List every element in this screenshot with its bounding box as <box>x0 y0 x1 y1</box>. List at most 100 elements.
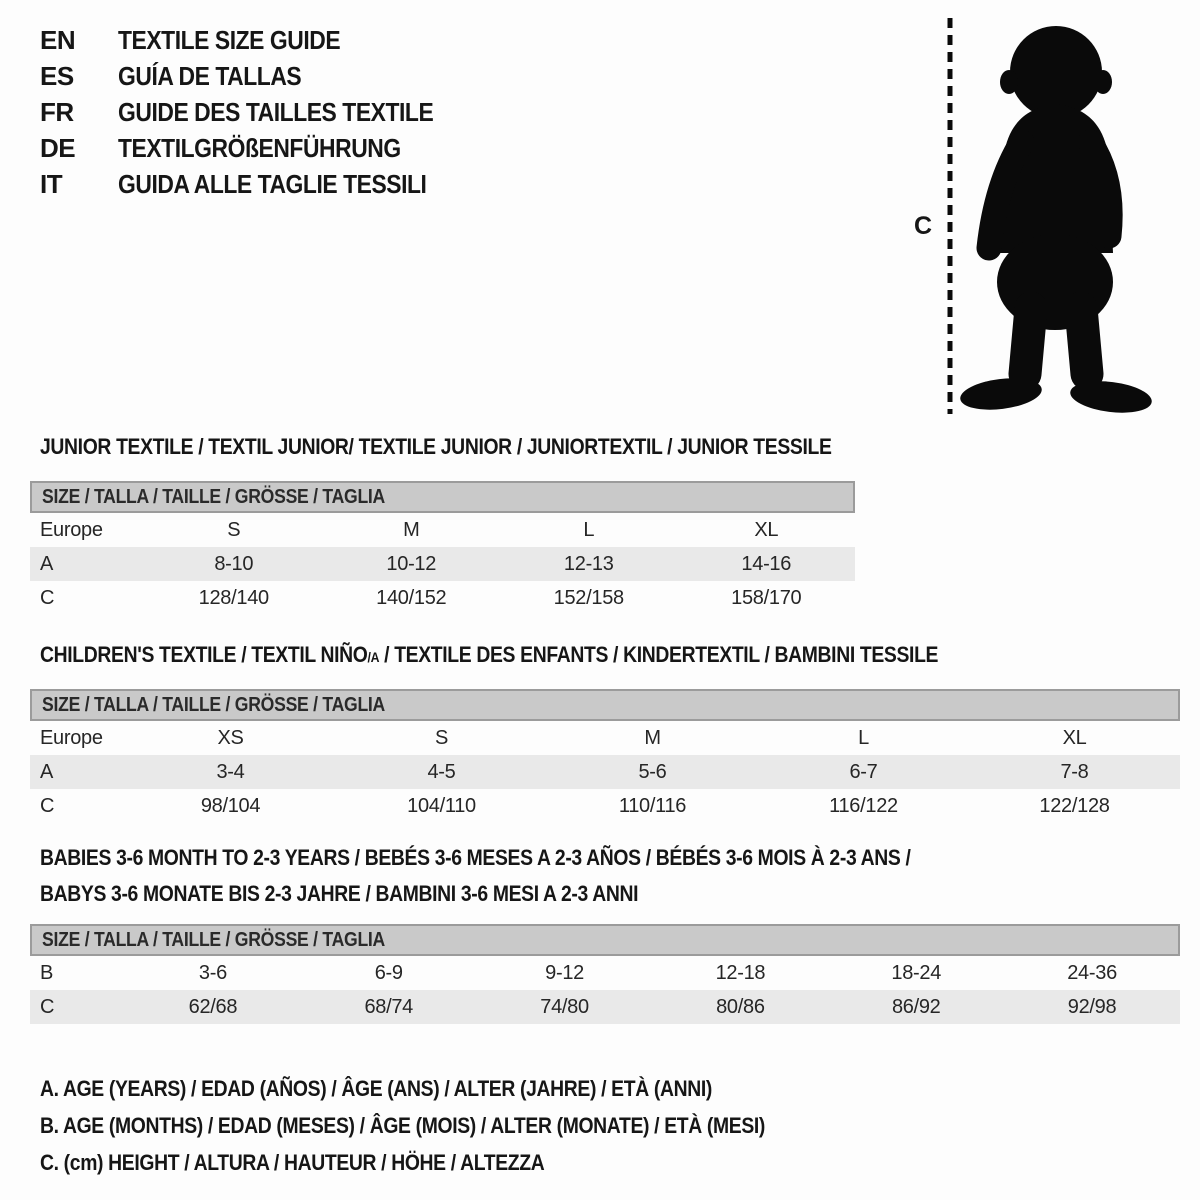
value-cell: 116/122 <box>829 794 898 817</box>
value-cell: 5-6 <box>638 760 667 783</box>
language-label: GUIDE DES TAILLES TEXTILE <box>118 96 434 127</box>
legend-line-a: A. AGE (YEARS) / EDAD (AÑOS) / ÂGE (ANS)… <box>40 1070 864 1107</box>
value-cell: S <box>227 518 241 541</box>
language-code: FR <box>40 96 74 127</box>
children-title-post: / TEXTILE DES ENFANTS / KINDERTEXTIL / B… <box>379 642 939 667</box>
value-cell: 9-12 <box>545 961 584 984</box>
table-row-months: B 3-6 6-9 9-12 12-18 18-24 24-36 <box>30 956 1180 990</box>
value-cell: 98/104 <box>200 794 261 817</box>
value-cell: M <box>644 726 661 749</box>
row-label-cell: C <box>40 586 55 609</box>
value-cell: 3-6 <box>198 961 227 984</box>
value-cell: L <box>583 518 595 541</box>
language-row-es: ES GUÍA DE TALLAS <box>40 58 476 94</box>
language-row-fr: FR GUIDE DES TAILLES TEXTILE <box>40 94 476 130</box>
value-cell: S <box>434 726 449 749</box>
value-cell: 12-18 <box>715 961 766 984</box>
value-cell: 80/86 <box>716 995 765 1018</box>
value-cell: 4-5 <box>427 760 456 783</box>
row-label-cell: C <box>40 794 55 817</box>
value-cell: 6-9 <box>374 961 403 984</box>
table-row-europe: Europe XS S M L XL <box>30 721 1180 755</box>
children-title-sub: /A <box>367 649 380 665</box>
children-title-pre: CHILDREN'S TEXTILE / TEXTIL NIÑO <box>40 642 368 667</box>
value-cell: L <box>858 726 869 749</box>
value-cell: 86/92 <box>891 995 941 1018</box>
size-table-children: SIZE / TALLA / TAILLE / GRÖSSE / TAGLIA … <box>30 689 1180 823</box>
value-cell: 122/128 <box>1039 794 1110 817</box>
size-header-bar: SIZE / TALLA / TAILLE / GRÖSSE / TAGLIA <box>30 924 1180 956</box>
value-cell: 10-12 <box>386 552 437 575</box>
value-cell: M <box>403 518 420 541</box>
value-cell: 104/110 <box>407 794 476 817</box>
value-cell: XL <box>1062 726 1087 749</box>
language-title-list: EN TEXTILE SIZE GUIDE ES GUÍA DE TALLAS … <box>40 22 476 202</box>
language-row-it: IT GUIDA ALLE TAGLIE TESSILI <box>40 166 476 202</box>
value-cell: 140/152 <box>376 586 447 609</box>
language-row-en: EN TEXTILE SIZE GUIDE <box>40 22 476 58</box>
row-label-cell: Europe <box>40 726 103 749</box>
language-label: TEXTILGRÖßENFÜHRUNG <box>118 132 401 163</box>
row-label-cell: A <box>40 760 54 783</box>
section-title-children-text: CHILDREN'S TEXTILE / TEXTIL NIÑO/A / TEX… <box>40 642 938 670</box>
value-cell: 68/74 <box>364 995 414 1018</box>
language-code: ES <box>40 60 74 91</box>
section-title-junior: JUNIOR TEXTILE / TEXTIL JUNIOR/ TEXTILE … <box>40 434 939 460</box>
value-cell: 7-8 <box>1060 760 1089 783</box>
value-cell: 18-24 <box>891 961 942 984</box>
value-cell: 128/140 <box>198 586 270 609</box>
language-label: GUIDA ALLE TAGLIE TESSILI <box>118 168 427 199</box>
language-row-de: DE TEXTILGRÖßENFÜHRUNG <box>40 130 476 166</box>
legend-a-text: A. AGE (YEARS) / EDAD (AÑOS) / ÂGE (ANS)… <box>40 1075 712 1101</box>
row-label-cell: B <box>40 961 54 984</box>
table-row-height: C 128/140 140/152 152/158 158/170 <box>30 581 855 615</box>
section-title-children: CHILDREN'S TEXTILE / TEXTIL NIÑO/A / TEX… <box>40 642 1061 670</box>
value-cell: 3-4 <box>216 760 245 783</box>
table-row-age: A 8-10 10-12 12-13 14-16 <box>30 547 855 581</box>
size-header-bar: SIZE / TALLA / TAILLE / GRÖSSE / TAGLIA <box>30 689 1180 721</box>
value-cell: 158/170 <box>731 586 802 609</box>
row-label-cell: C <box>40 995 55 1018</box>
height-measure-label: C <box>914 212 933 240</box>
size-table-junior: SIZE / TALLA / TAILLE / GRÖSSE / TAGLIA … <box>30 481 855 615</box>
legend-line-c: C. (cm) HEIGHT / ALTURA / HAUTEUR / HÖHE… <box>40 1144 864 1181</box>
value-cell: 92/98 <box>1067 995 1117 1018</box>
value-cell: 62/68 <box>188 995 238 1018</box>
babies-table: B 3-6 6-9 9-12 12-18 18-24 24-36 C 62/68… <box>30 956 1180 1024</box>
value-cell: 12-13 <box>563 552 614 575</box>
value-cell: 8-10 <box>214 552 254 575</box>
table-row-age: A 3-4 4-5 5-6 6-7 7-8 <box>30 755 1180 789</box>
size-header-label: SIZE / TALLA / TAILLE / GRÖSSE / TAGLIA <box>42 486 386 508</box>
children-table: Europe XS S M L XL A 3-4 4-5 5-6 6-7 7-8… <box>30 721 1180 823</box>
height-figure: C <box>900 8 1196 424</box>
legend-c-text: C. (cm) HEIGHT / ALTURA / HAUTEUR / HÖHE… <box>40 1149 545 1175</box>
section-title-babies: BABIES 3-6 MONTH TO 2-3 YEARS / BEBÉS 3-… <box>40 845 1029 917</box>
value-cell: 6-7 <box>849 760 878 783</box>
row-label-cell: Europe <box>40 518 103 541</box>
value-cell: XL <box>754 518 779 541</box>
value-cell: 74/80 <box>540 995 589 1018</box>
table-row-height: C 98/104 104/110 110/116 116/122 122/128 <box>30 789 1180 823</box>
table-row-height: C 62/68 68/74 74/80 80/86 86/92 92/98 <box>30 990 1180 1024</box>
legend-b-text: B. AGE (MONTHS) / EDAD (MESES) / ÂGE (MO… <box>40 1112 766 1138</box>
language-code: IT <box>40 168 63 199</box>
row-label-cell: A <box>40 552 54 575</box>
table-row-europe: Europe S M L XL <box>30 513 855 547</box>
size-header-label: SIZE / TALLA / TAILLE / GRÖSSE / TAGLIA <box>42 929 386 951</box>
toddler-silhouette-image <box>947 18 1152 414</box>
junior-table: Europe S M L XL A 8-10 10-12 12-13 14-16… <box>30 513 855 615</box>
language-label: TEXTILE SIZE GUIDE <box>118 24 341 55</box>
babies-title-line1: BABIES 3-6 MONTH TO 2-3 YEARS / BEBÉS 3-… <box>40 845 911 870</box>
size-header-bar: SIZE / TALLA / TAILLE / GRÖSSE / TAGLIA <box>30 481 855 513</box>
language-code: EN <box>40 24 76 55</box>
legend: A. AGE (YEARS) / EDAD (AÑOS) / ÂGE (ANS)… <box>40 1070 864 1181</box>
value-cell: 152/158 <box>553 586 625 609</box>
size-table-babies: SIZE / TALLA / TAILLE / GRÖSSE / TAGLIA … <box>30 924 1180 1024</box>
section-title-junior-text: JUNIOR TEXTILE / TEXTIL JUNIOR/ TEXTILE … <box>40 434 832 459</box>
value-cell: 110/116 <box>618 794 687 817</box>
babies-title-line2: BABYS 3-6 MONATE BIS 2-3 JAHRE / BAMBINI… <box>40 881 639 906</box>
value-cell: 14-16 <box>741 552 792 575</box>
value-cell: 24-36 <box>1067 961 1117 984</box>
language-label: GUÍA DE TALLAS <box>118 60 302 91</box>
